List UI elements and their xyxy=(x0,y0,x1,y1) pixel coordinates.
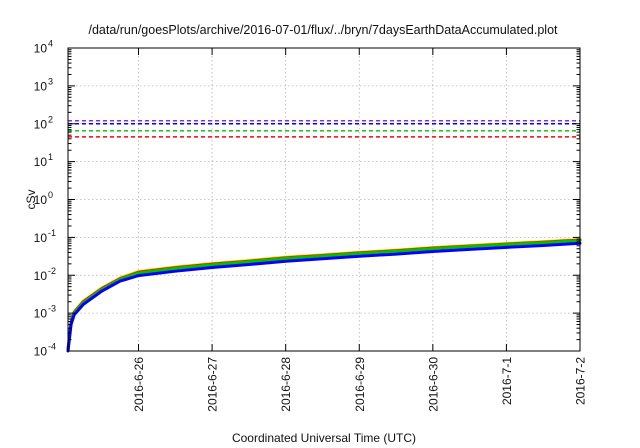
x-tick-label: 2016-6-27 xyxy=(206,357,220,412)
y-tick-exponent: 1 xyxy=(48,152,53,162)
series-lines xyxy=(66,237,582,353)
y-tick-exponent: -3 xyxy=(48,304,56,314)
y-tick-label: 10 xyxy=(34,117,48,131)
y-tick-exponent: -4 xyxy=(48,342,56,352)
y-tick-label: 10 xyxy=(34,345,48,359)
x-tick-label: 2016-6-29 xyxy=(353,357,367,412)
y-axis-label: cSv xyxy=(24,189,38,209)
x-axis-ticks: 2016-6-26 2016-6-27 2016-6-28 2016-6-29 2016… xyxy=(132,48,588,412)
y-tick-label: 10 xyxy=(34,193,48,207)
y-tick-label: 10 xyxy=(34,42,48,56)
series-line xyxy=(66,241,582,353)
x-tick-label: 2016-7-1 xyxy=(500,357,514,405)
x-tick-label: 2016-6-26 xyxy=(132,357,146,412)
y-tick-label: 10 xyxy=(34,231,48,245)
y-tick-exponent: 4 xyxy=(48,39,53,49)
reference-lines xyxy=(68,120,580,138)
y-tick-exponent: 2 xyxy=(48,114,53,124)
y-tick-exponent: -2 xyxy=(48,266,56,276)
y-tick-label: 10 xyxy=(34,79,48,93)
x-axis-label: Coordinated Universal Time (UTC) xyxy=(232,431,416,445)
y-tick-label: 10 xyxy=(34,307,48,321)
y-tick-label: 10 xyxy=(34,269,48,283)
x-tick-label: 2016-7-2 xyxy=(574,357,588,405)
y-tick-label: 10 xyxy=(34,155,48,169)
y-tick-exponent: 3 xyxy=(48,76,53,86)
y-tick-exponent: 0 xyxy=(48,190,53,200)
x-tick-label: 2016-6-28 xyxy=(279,357,293,412)
series-line xyxy=(66,238,582,352)
x-tick-label: 2016-6-30 xyxy=(426,357,440,412)
chart-title: /data/run/goesPlots/archive/2016-07-01/f… xyxy=(88,23,558,37)
grid xyxy=(68,48,580,351)
y-tick-exponent: -1 xyxy=(48,228,56,238)
